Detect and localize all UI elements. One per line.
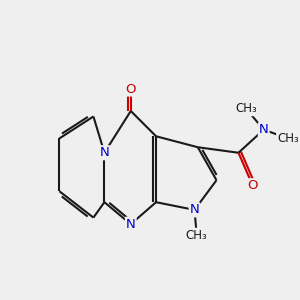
Text: N: N bbox=[126, 218, 136, 231]
Text: N: N bbox=[190, 203, 200, 216]
Text: N: N bbox=[100, 146, 109, 159]
Text: CH₃: CH₃ bbox=[235, 102, 257, 115]
Text: O: O bbox=[248, 179, 258, 192]
Text: CH₃: CH₃ bbox=[277, 132, 299, 145]
Text: CH₃: CH₃ bbox=[186, 229, 208, 242]
Text: O: O bbox=[125, 82, 136, 95]
Text: N: N bbox=[259, 123, 268, 136]
